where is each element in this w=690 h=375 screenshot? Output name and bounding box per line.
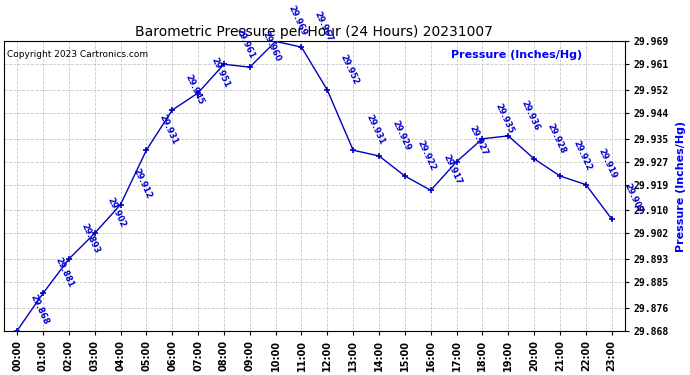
- Text: 29.919: 29.919: [597, 147, 619, 180]
- Text: 29.935: 29.935: [493, 102, 515, 135]
- Text: 29.902: 29.902: [106, 196, 128, 229]
- Text: 29.907: 29.907: [623, 182, 644, 215]
- Text: 29.951: 29.951: [209, 56, 231, 89]
- Text: 29.952: 29.952: [338, 53, 360, 86]
- Text: 29.927: 29.927: [468, 124, 489, 158]
- Text: 29.945: 29.945: [184, 73, 205, 106]
- Title: Barometric Pressure per Hour (24 Hours) 20231007: Barometric Pressure per Hour (24 Hours) …: [135, 25, 493, 39]
- Text: 29.967: 29.967: [313, 10, 335, 43]
- Text: 29.881: 29.881: [54, 256, 76, 289]
- Text: 29.922: 29.922: [571, 139, 593, 172]
- Text: 29.868: 29.868: [28, 294, 50, 327]
- Text: 29.969: 29.969: [287, 4, 308, 37]
- Text: 29.960: 29.960: [261, 30, 283, 63]
- Text: 29.922: 29.922: [416, 139, 438, 172]
- Text: 29.936: 29.936: [520, 99, 541, 132]
- Text: 29.917: 29.917: [442, 153, 464, 186]
- Y-axis label: Pressure (Inches/Hg): Pressure (Inches/Hg): [676, 120, 686, 252]
- Text: 29.912: 29.912: [132, 167, 153, 201]
- Text: 29.961: 29.961: [235, 27, 257, 60]
- Text: 29.928: 29.928: [545, 122, 567, 154]
- Text: 29.893: 29.893: [80, 222, 101, 255]
- Text: Pressure (Inches/Hg): Pressure (Inches/Hg): [451, 50, 582, 60]
- Text: 29.929: 29.929: [390, 119, 412, 152]
- Text: 29.931: 29.931: [157, 113, 179, 146]
- Text: 29.931: 29.931: [364, 113, 386, 146]
- Text: Copyright 2023 Cartronics.com: Copyright 2023 Cartronics.com: [8, 50, 148, 59]
